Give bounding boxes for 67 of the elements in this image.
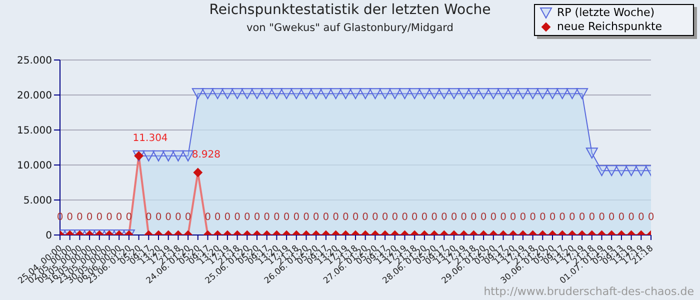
chart-subtitle: von "Gwekus" auf Glastonbury/Midgard xyxy=(246,22,454,34)
data-label: 0 xyxy=(549,212,556,223)
data-label: 11.304 xyxy=(132,132,168,144)
data-label: 0 xyxy=(490,212,497,223)
data-label: 0 xyxy=(254,212,260,223)
data-label: 0 xyxy=(66,212,74,223)
legend-label: neue Reichspunkte xyxy=(556,20,664,34)
data-label: 8.928 xyxy=(192,150,221,161)
data-label: 0 xyxy=(559,212,566,223)
legend-label: RP (letzte Woche) xyxy=(556,6,656,20)
chart-title: Reichspunktestatistik der letzten Woche xyxy=(209,2,491,18)
y-tick-label: 20.000 xyxy=(17,90,52,102)
data-label: 0 xyxy=(520,212,526,223)
data-label: 0 xyxy=(303,212,310,223)
data-label: 0 xyxy=(460,212,468,223)
data-label: 0 xyxy=(480,212,487,223)
data-label: 0 xyxy=(224,212,231,223)
data-label: 0 xyxy=(628,212,634,223)
data-label: 0 xyxy=(431,212,438,223)
data-label: 0 xyxy=(274,212,280,223)
data-label: 0 xyxy=(569,212,576,223)
data-label: 0 xyxy=(510,212,516,223)
data-label: 0 xyxy=(244,212,250,223)
data-label: 0 xyxy=(608,212,615,223)
data-label: 0 xyxy=(234,212,240,223)
y-tick-label: 0 xyxy=(46,230,52,242)
data-label: 0 xyxy=(312,212,320,223)
data-label: 0 xyxy=(106,212,112,223)
text: http://www.bruderschaft-des-chaos.de xyxy=(484,285,694,298)
data-label: 0 xyxy=(530,212,536,223)
data-label: 0 xyxy=(618,212,625,223)
y-tick-label: 5.000 xyxy=(23,196,52,207)
data-label: 0 xyxy=(372,212,378,223)
data-label: 0 xyxy=(578,212,586,223)
data-label: 0 xyxy=(96,212,103,223)
data-label: 0 xyxy=(175,212,182,223)
y-tick-label: 10.000 xyxy=(17,160,52,172)
data-label: 0 xyxy=(500,212,506,223)
data-label: 0 xyxy=(342,212,349,223)
data-label: 0 xyxy=(352,212,359,223)
data-label: 0 xyxy=(214,212,221,223)
data-label: 0 xyxy=(421,212,428,223)
data-label: 0 xyxy=(638,212,644,223)
data-label: 0 xyxy=(165,212,172,223)
data-label: 0 xyxy=(362,212,369,223)
data-label: 0 xyxy=(598,212,605,223)
y-tick-label: 25.000 xyxy=(17,56,52,67)
data-label: 0 xyxy=(440,212,448,223)
y-tick-label: 15.000 xyxy=(17,126,52,137)
data-label: 0 xyxy=(402,212,408,223)
data-label: 0 xyxy=(470,212,477,223)
data-label: 0 xyxy=(76,212,83,223)
data-label: 0 xyxy=(283,212,290,223)
data-label: 0 xyxy=(648,212,654,223)
data-label: 0 xyxy=(392,212,398,223)
data-label: 0 xyxy=(539,212,546,223)
data-label: 0 xyxy=(264,212,270,223)
data-label: 0 xyxy=(382,212,388,223)
data-label: 0 xyxy=(411,212,418,223)
data-label: 0 xyxy=(332,212,339,223)
data-label: 0 xyxy=(322,212,330,223)
data-label: 0 xyxy=(293,212,300,223)
data-label: 0 xyxy=(86,212,93,223)
data-label: 0 xyxy=(116,212,122,223)
data-label: 0 xyxy=(155,212,162,223)
data-label: 0 xyxy=(450,212,458,223)
data-label: 0 xyxy=(588,212,596,223)
